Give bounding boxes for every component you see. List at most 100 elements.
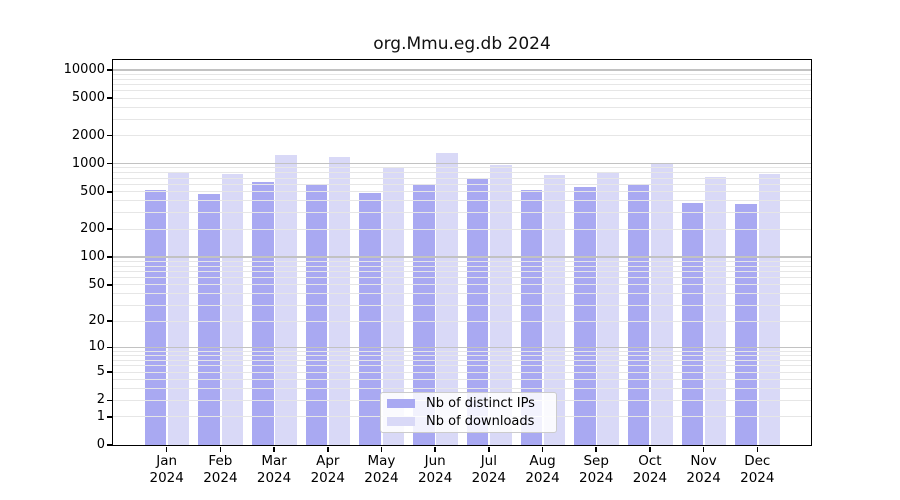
gridline-minor <box>113 78 811 80</box>
x-tick <box>756 446 759 452</box>
x-tick-label-jul: Jul 2024 <box>471 453 507 486</box>
legend-entry-downloads: Nb of downloads <box>387 414 550 429</box>
gridline-minor <box>113 270 811 272</box>
bar-distinct-ips-aug <box>520 189 543 445</box>
gridline-minor <box>113 97 811 99</box>
legend-label-distinct-ips: Nb of distinct IPs <box>426 395 535 411</box>
gridline-minor <box>113 228 811 230</box>
gridline-minor <box>113 200 811 202</box>
x-tick <box>165 446 168 452</box>
x-tick <box>327 446 329 452</box>
bar-downloads-nov <box>704 176 727 445</box>
x-tick <box>273 446 275 452</box>
gridline-minor <box>113 350 811 352</box>
bar-distinct-ips-apr <box>305 183 328 445</box>
y-tick-label: 10000 <box>63 61 105 77</box>
bar-distinct-ips-jul <box>466 178 489 445</box>
y-tick <box>106 134 112 137</box>
y-tick <box>106 69 112 71</box>
x-tick-label-jan: Jan 2024 <box>149 453 184 486</box>
y-tick-label: 50 <box>88 276 105 292</box>
bar-distinct-ips-feb <box>198 193 220 445</box>
gridline-major <box>113 162 811 165</box>
y-tick <box>106 346 112 349</box>
gridline-minor <box>113 191 811 193</box>
bar-distinct-ips-jan <box>144 189 167 445</box>
x-tick <box>219 446 222 452</box>
x-tick-label-mar: Mar 2024 <box>256 453 292 486</box>
x-tick-label-apr: Apr 2024 <box>310 453 345 486</box>
x-tick <box>488 446 490 452</box>
bar-downloads-jan <box>167 171 190 445</box>
x-tick-label-may: May 2024 <box>364 453 399 486</box>
gridline-minor <box>113 84 811 86</box>
bar-distinct-ips-sep <box>574 187 596 445</box>
x-tick-label-feb: Feb 2024 <box>203 453 238 486</box>
bar-downloads-mar <box>275 154 297 445</box>
bar-distinct-ips-dec <box>735 204 757 445</box>
gridline-minor <box>113 265 811 267</box>
gridline-minor <box>113 371 811 373</box>
legend-swatch-distinct-ips <box>387 398 415 409</box>
bar-distinct-ips-oct <box>627 184 650 445</box>
x-tick-label-sep: Sep 2024 <box>579 453 614 486</box>
y-tick-label: 1000 <box>71 155 105 171</box>
bar-distinct-ips-mar <box>252 181 274 445</box>
gridline-minor <box>113 118 811 120</box>
y-tick-label: 5000 <box>71 90 105 106</box>
x-tick <box>434 446 436 452</box>
y-tick-label: 1 <box>96 408 105 424</box>
gridline-minor <box>113 378 811 380</box>
plot-area <box>113 60 811 445</box>
legend-entry-distinct-ips: Nb of distinct IPs <box>387 395 550 411</box>
gridline-major <box>113 256 811 258</box>
y-tick <box>106 371 112 373</box>
y-tick-label: 20 <box>88 313 105 329</box>
gridline-minor <box>113 172 811 174</box>
legend: Nb of distinct IPs Nb of downloads <box>380 392 557 433</box>
y-tick <box>106 320 112 322</box>
y-tick <box>106 444 112 446</box>
y-tick <box>106 191 112 193</box>
gridline-minor <box>113 183 811 185</box>
y-tick-label: 2 <box>96 392 105 408</box>
gridline-minor <box>113 135 811 136</box>
y-tick <box>106 416 112 418</box>
x-tick-label-jun: Jun 2024 <box>417 453 453 486</box>
x-tick-label-nov: Nov 2024 <box>686 453 721 486</box>
legend-swatch-downloads <box>387 416 415 427</box>
gridline-minor <box>113 359 811 361</box>
chart-title: org.Mmu.eg.db 2024 <box>373 34 551 54</box>
gridline-minor <box>113 388 811 390</box>
y-tick-label: 10 <box>88 339 105 355</box>
y-tick-label: 2000 <box>71 127 105 143</box>
bar-downloads-sep <box>597 173 619 445</box>
gridline-minor <box>113 365 811 367</box>
gridline-minor <box>113 293 811 295</box>
bar-distinct-ips-nov <box>681 203 704 445</box>
y-tick-label: 200 <box>80 221 105 237</box>
x-tick-label-dec: Dec 2024 <box>740 453 775 486</box>
gridline-minor <box>113 260 811 262</box>
y-tick <box>106 228 112 230</box>
gridline-minor <box>113 177 811 179</box>
gridline-minor <box>113 106 811 108</box>
y-tick <box>106 162 112 165</box>
bar-downloads-may <box>382 167 405 445</box>
gridline-minor <box>113 355 811 357</box>
y-tick-label: 500 <box>80 183 105 199</box>
bar-downloads-oct <box>651 162 673 445</box>
gridline-major <box>113 346 811 349</box>
x-tick <box>702 446 705 452</box>
x-tick <box>541 446 544 452</box>
bar-downloads-aug <box>543 174 566 445</box>
x-tick <box>649 446 651 452</box>
y-tick <box>106 256 112 258</box>
x-tick-label-aug: Aug 2024 <box>525 453 560 486</box>
y-tick-label: 0 <box>96 437 105 452</box>
x-tick <box>380 446 383 452</box>
y-tick <box>106 97 112 99</box>
bar-downloads-dec <box>758 173 780 445</box>
gridline-minor <box>113 212 811 214</box>
